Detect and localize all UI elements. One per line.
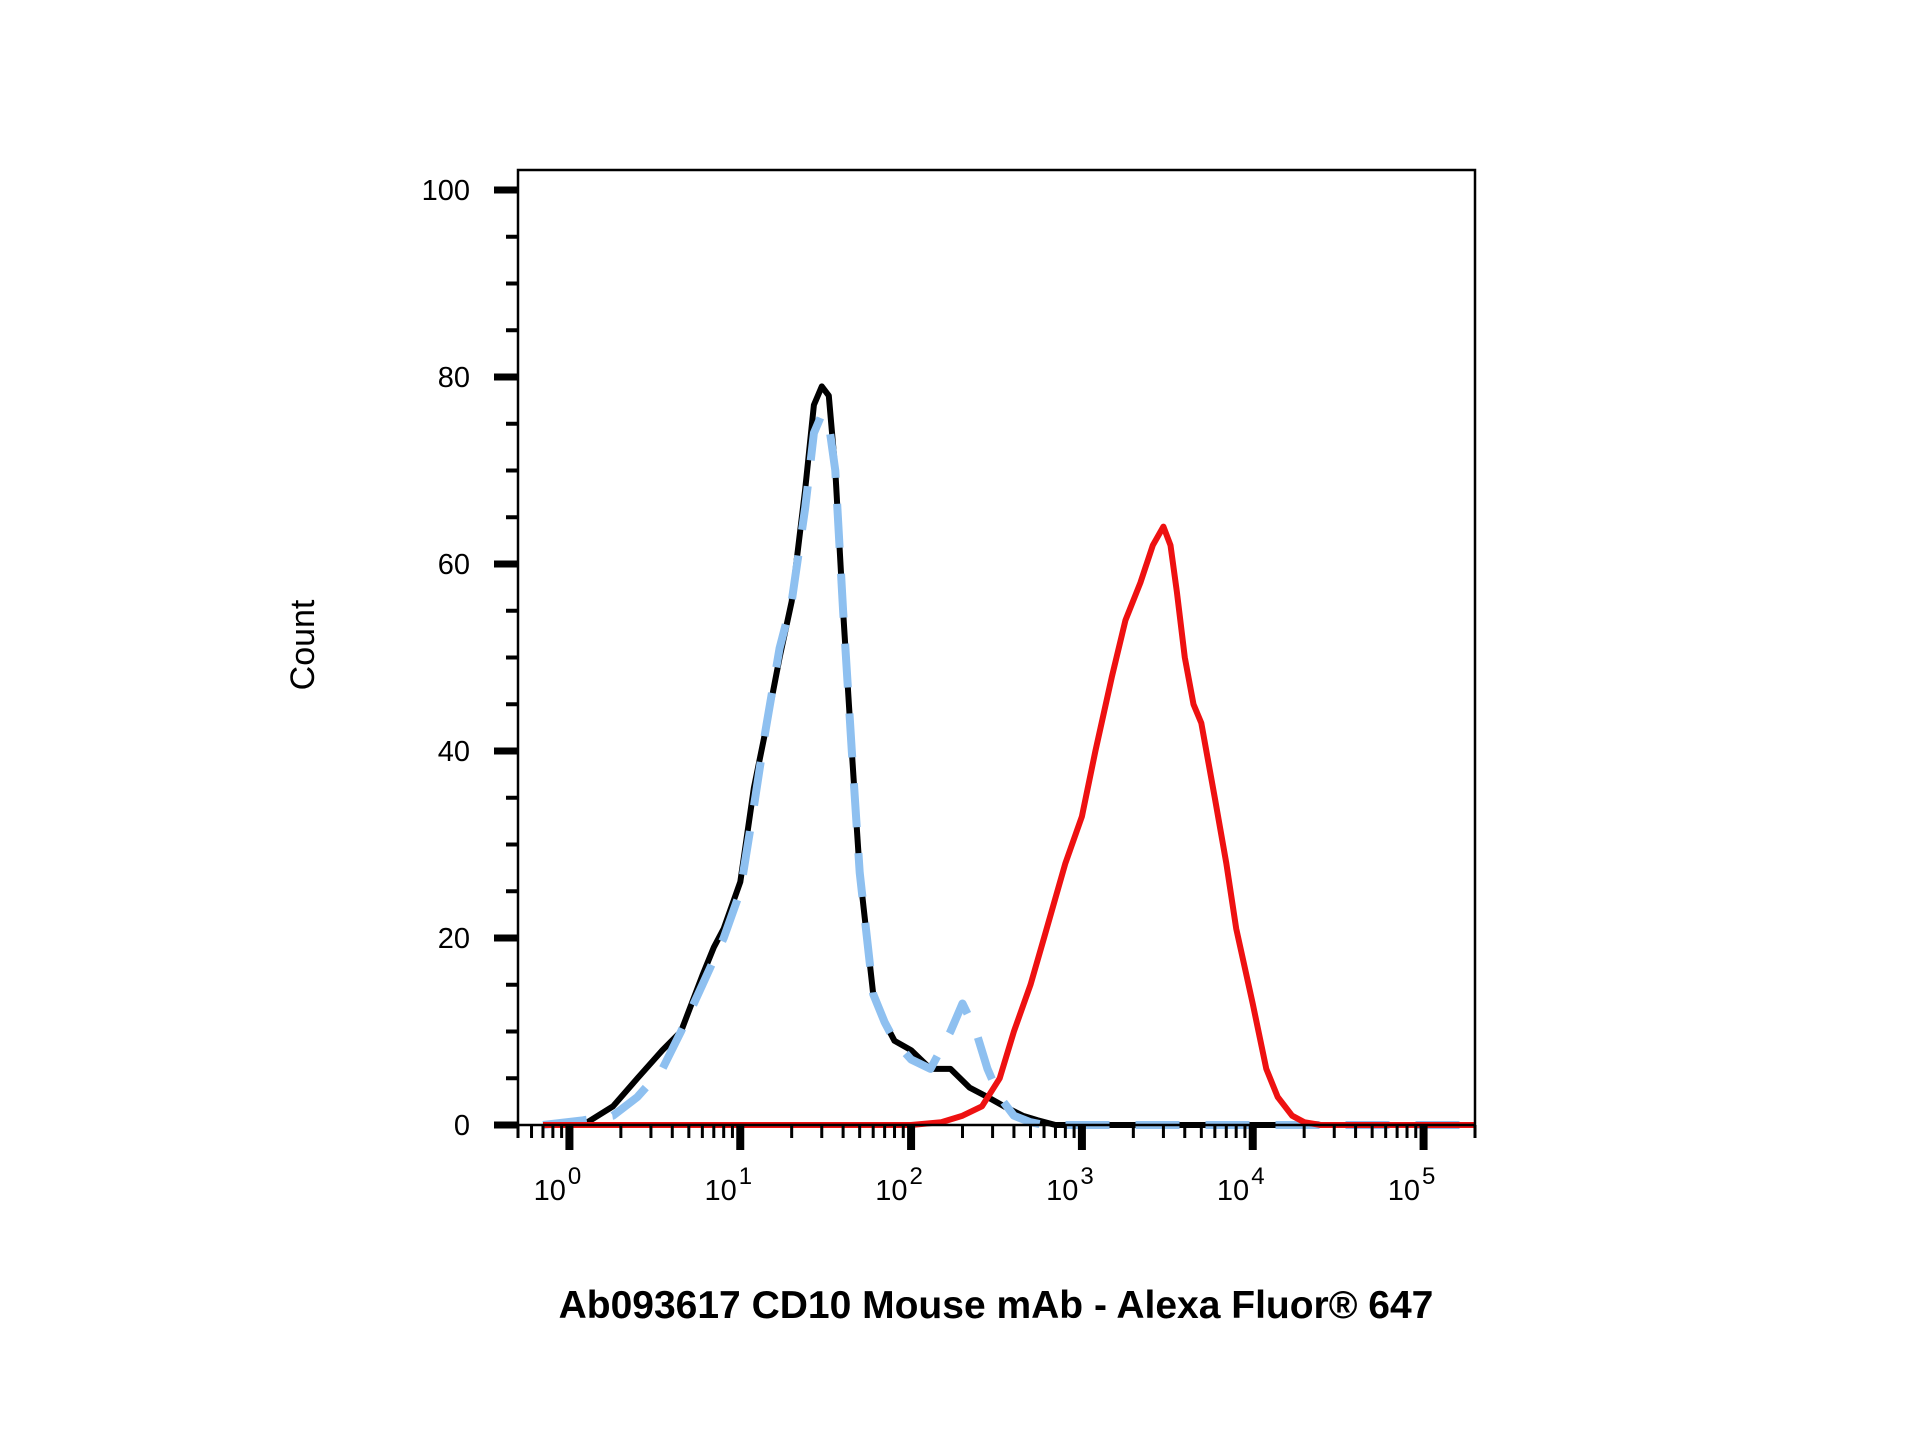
x-axis-title: Ab093617 CD10 Mouse mAb - Alexa Fluor® 6… xyxy=(559,1284,1434,1327)
plot-frame xyxy=(516,168,1477,1127)
x-tick-label: 101 xyxy=(704,1163,752,1207)
x-tick-label: 102 xyxy=(875,1163,923,1207)
x-tick-label: 104 xyxy=(1217,1163,1265,1207)
y-tick-label: 0 xyxy=(454,1110,470,1142)
histogram-series-2 xyxy=(542,410,1475,1129)
y-tick-label: 100 xyxy=(422,175,470,207)
histogram-series-3 xyxy=(543,523,1475,1128)
x-tick-label: 105 xyxy=(1388,1163,1436,1207)
y-tick-label: 80 xyxy=(438,362,470,394)
x-tick-label: 100 xyxy=(534,1163,582,1207)
y-tick-label: 60 xyxy=(438,549,470,581)
axis-layer: 0 20 40 60 80 100 100 101 102 103 104 105 xyxy=(422,175,1477,1207)
y-axis-title: Count xyxy=(284,599,322,690)
series-layer xyxy=(542,383,1475,1129)
y-tick-label: 40 xyxy=(438,736,470,768)
histogram-series-1 xyxy=(543,383,1475,1128)
y-tick-label: 20 xyxy=(438,923,470,955)
x-tick-label: 103 xyxy=(1046,1163,1094,1207)
